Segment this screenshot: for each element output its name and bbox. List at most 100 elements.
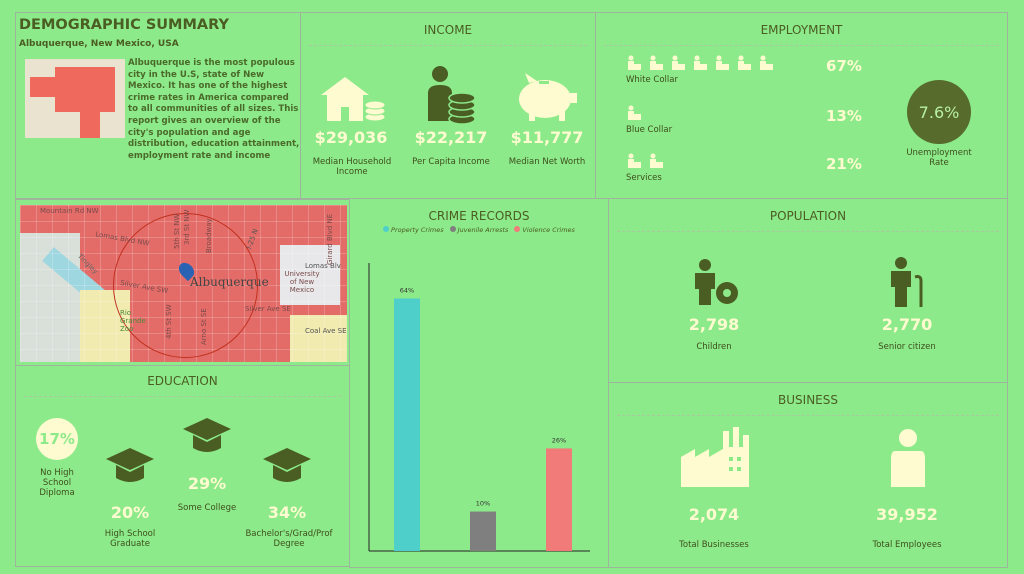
unemployment-rate-circle: 7.6% — [907, 80, 971, 144]
worker-icon — [650, 153, 663, 168]
worker-icon — [672, 55, 685, 70]
senior-citizen-value: 2,770 — [881, 315, 933, 334]
factory-icon — [681, 427, 749, 487]
street-label: 5th St NW — [173, 213, 181, 249]
map-panel[interactable]: Albuquerque Mountain Rd NW Lomas Blvd NW… — [15, 199, 350, 366]
employment-category-label: Blue Collar — [626, 125, 673, 135]
street-label: 4th St SW — [165, 304, 173, 339]
median-household-income-label: Median Household Income — [312, 157, 392, 177]
worker-icons — [626, 153, 886, 169]
median-net-worth-label: Median Net Worth — [508, 157, 586, 167]
data-label: 26% — [552, 436, 566, 444]
street-label: Coal Ave SE — [305, 327, 347, 335]
worker-icon — [628, 55, 641, 70]
street-label: Lomas Blv — [305, 262, 341, 270]
per-capita-income-value: $22,217 — [414, 128, 488, 147]
median-household-income-value: $29,036 — [314, 128, 388, 147]
legend-label: Property Crimes — [391, 226, 444, 234]
employment-percentage: 13% — [826, 107, 862, 125]
bar-violence-crimes — [546, 448, 572, 551]
street-label: 3rd St NW — [183, 209, 191, 245]
total-employees-value: 39,952 — [876, 505, 938, 524]
summary-panel: DEMOGRAPHIC SUMMARY Albuquerque, New Mex… — [15, 12, 301, 199]
business-title: BUSINESS — [778, 393, 838, 407]
data-label: 64% — [400, 287, 414, 295]
worker-icons — [626, 55, 886, 71]
legend-label: Juvenile Arrests — [457, 226, 509, 234]
street-label: Rio Grande Zoo — [120, 309, 146, 333]
crime-bar-chart: 64% 10% 26% — [368, 263, 590, 552]
summary-description: Albuquerque is the most populous city in… — [128, 58, 300, 161]
person-coins-icon — [428, 66, 476, 125]
city-map[interactable]: Albuquerque Mountain Rd NW Lomas Blvd NW… — [20, 205, 347, 362]
unemployment-rate-label: Unemployment Rate — [906, 148, 972, 168]
education-panel: EDUCATION 17% No High School Diploma 20%… — [15, 365, 350, 567]
street-label: Broadway — [205, 218, 213, 253]
worker-icon — [650, 55, 663, 70]
children-label: Children — [696, 342, 732, 352]
street-label: Silver Ave SE — [245, 305, 291, 313]
no-diploma-circle: 17% — [36, 418, 78, 460]
legend-item: Property Crimes — [383, 226, 444, 234]
legend-label: Violence Crimes — [522, 226, 575, 234]
legend-item: Violence Crimes — [514, 226, 575, 234]
income-panel: INCOME $29,036 $22,217 $11,777 Median Ho… — [300, 12, 596, 199]
worker-icon — [628, 105, 641, 120]
senior-citizen-label: Senior citizen — [878, 342, 936, 352]
total-businesses-value: 2,074 — [688, 505, 740, 524]
chart-title: CRIME RECORDS — [428, 209, 530, 223]
crime-records-panel: CRIME RECORDS Property Crimes Juvenile Ar… — [349, 198, 609, 568]
worker-icon — [716, 55, 729, 70]
map-city-label: Albuquerque — [190, 275, 269, 289]
employment-category-label: White Collar — [626, 75, 678, 85]
no-diploma-label: No High School Diploma — [39, 468, 75, 498]
house-icon — [321, 77, 386, 122]
some-college-label: Some College — [177, 503, 237, 513]
business-panel: BUSINESS 2,074 Total Businesses 39,952 T… — [608, 382, 1008, 568]
graduation-cap-icon — [263, 448, 311, 482]
employment-title: EMPLOYMENT — [760, 23, 843, 37]
legend-swatch — [514, 226, 521, 232]
employment-panel: EMPLOYMENT White Collar 67% Blue Collar … — [595, 12, 1008, 199]
worker-icons — [626, 105, 886, 121]
city-thumbnail-map — [25, 59, 125, 138]
legend-swatch — [383, 226, 390, 232]
piggy-bank-icon — [519, 73, 577, 121]
graduation-cap-icon — [183, 418, 231, 452]
unemployment-rate-value: 7.6% — [918, 102, 960, 122]
bachelors-value: 34% — [267, 503, 307, 522]
some-college-value: 29% — [187, 474, 227, 493]
total-employees-label: Total Employees — [872, 540, 942, 550]
street-label: Girard Blvd NE — [326, 213, 334, 265]
worker-icon — [760, 55, 773, 70]
worker-icon — [738, 55, 751, 70]
per-capita-income-label: Per Capita Income — [412, 157, 490, 167]
children-value: 2,798 — [688, 315, 740, 334]
senior-citizen-icon — [891, 257, 923, 307]
worker-icon — [628, 153, 641, 168]
bar-property-crimes — [394, 298, 420, 551]
high-school-value: 20% — [110, 503, 150, 522]
worker-icon — [694, 55, 707, 70]
child-with-ball-icon — [695, 259, 738, 305]
employment-percentage: 67% — [826, 57, 862, 75]
bachelors-label: Bachelor's/Grad/Prof Degree — [245, 529, 333, 549]
page-title: DEMOGRAPHIC SUMMARY — [19, 17, 230, 33]
education-title: EDUCATION — [147, 374, 218, 388]
legend-item: Juvenile Arrests — [449, 226, 509, 234]
employment-category-label: Services — [626, 173, 662, 183]
graduation-cap-icon — [106, 448, 154, 482]
street-label: Arno St SE — [200, 308, 208, 345]
street-label: Mountain Rd NW — [40, 207, 99, 215]
employee-icon — [891, 429, 925, 487]
high-school-label: High School Graduate — [104, 529, 156, 549]
employment-row: White Collar 67% — [626, 55, 886, 85]
bar-juvenile-arrests — [470, 511, 496, 551]
income-title: INCOME — [423, 23, 473, 37]
location-subtitle: Albuquerque, New Mexico, USA — [19, 39, 179, 49]
total-businesses-label: Total Businesses — [679, 540, 749, 550]
map-radius-circle — [113, 213, 258, 358]
population-title: POPULATION — [769, 209, 847, 223]
employment-row: Services 21% — [626, 153, 886, 183]
no-diploma-value: 17% — [39, 430, 75, 448]
